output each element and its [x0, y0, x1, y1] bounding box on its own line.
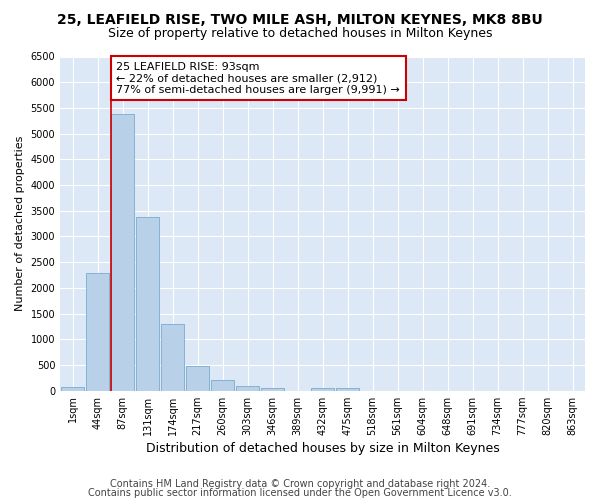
- Text: Contains HM Land Registry data © Crown copyright and database right 2024.: Contains HM Land Registry data © Crown c…: [110, 479, 490, 489]
- Bar: [262, 388, 284, 390]
- Text: 25, LEAFIELD RISE, TWO MILE ASH, MILTON KEYNES, MK8 8BU: 25, LEAFIELD RISE, TWO MILE ASH, MILTON …: [57, 12, 543, 26]
- Text: Size of property relative to detached houses in Milton Keynes: Size of property relative to detached ho…: [108, 28, 492, 40]
- Bar: [211, 380, 234, 390]
- Bar: [187, 366, 209, 390]
- Bar: [61, 387, 84, 390]
- Y-axis label: Number of detached properties: Number of detached properties: [15, 136, 25, 312]
- Bar: [311, 388, 334, 390]
- Bar: [337, 388, 359, 390]
- Bar: [86, 274, 109, 390]
- X-axis label: Distribution of detached houses by size in Milton Keynes: Distribution of detached houses by size …: [146, 442, 499, 455]
- Bar: [236, 386, 259, 390]
- Bar: [112, 114, 134, 390]
- Text: Contains public sector information licensed under the Open Government Licence v3: Contains public sector information licen…: [88, 488, 512, 498]
- Text: 25 LEAFIELD RISE: 93sqm
← 22% of detached houses are smaller (2,912)
77% of semi: 25 LEAFIELD RISE: 93sqm ← 22% of detache…: [116, 62, 400, 94]
- Bar: [136, 217, 159, 390]
- Bar: [161, 324, 184, 390]
